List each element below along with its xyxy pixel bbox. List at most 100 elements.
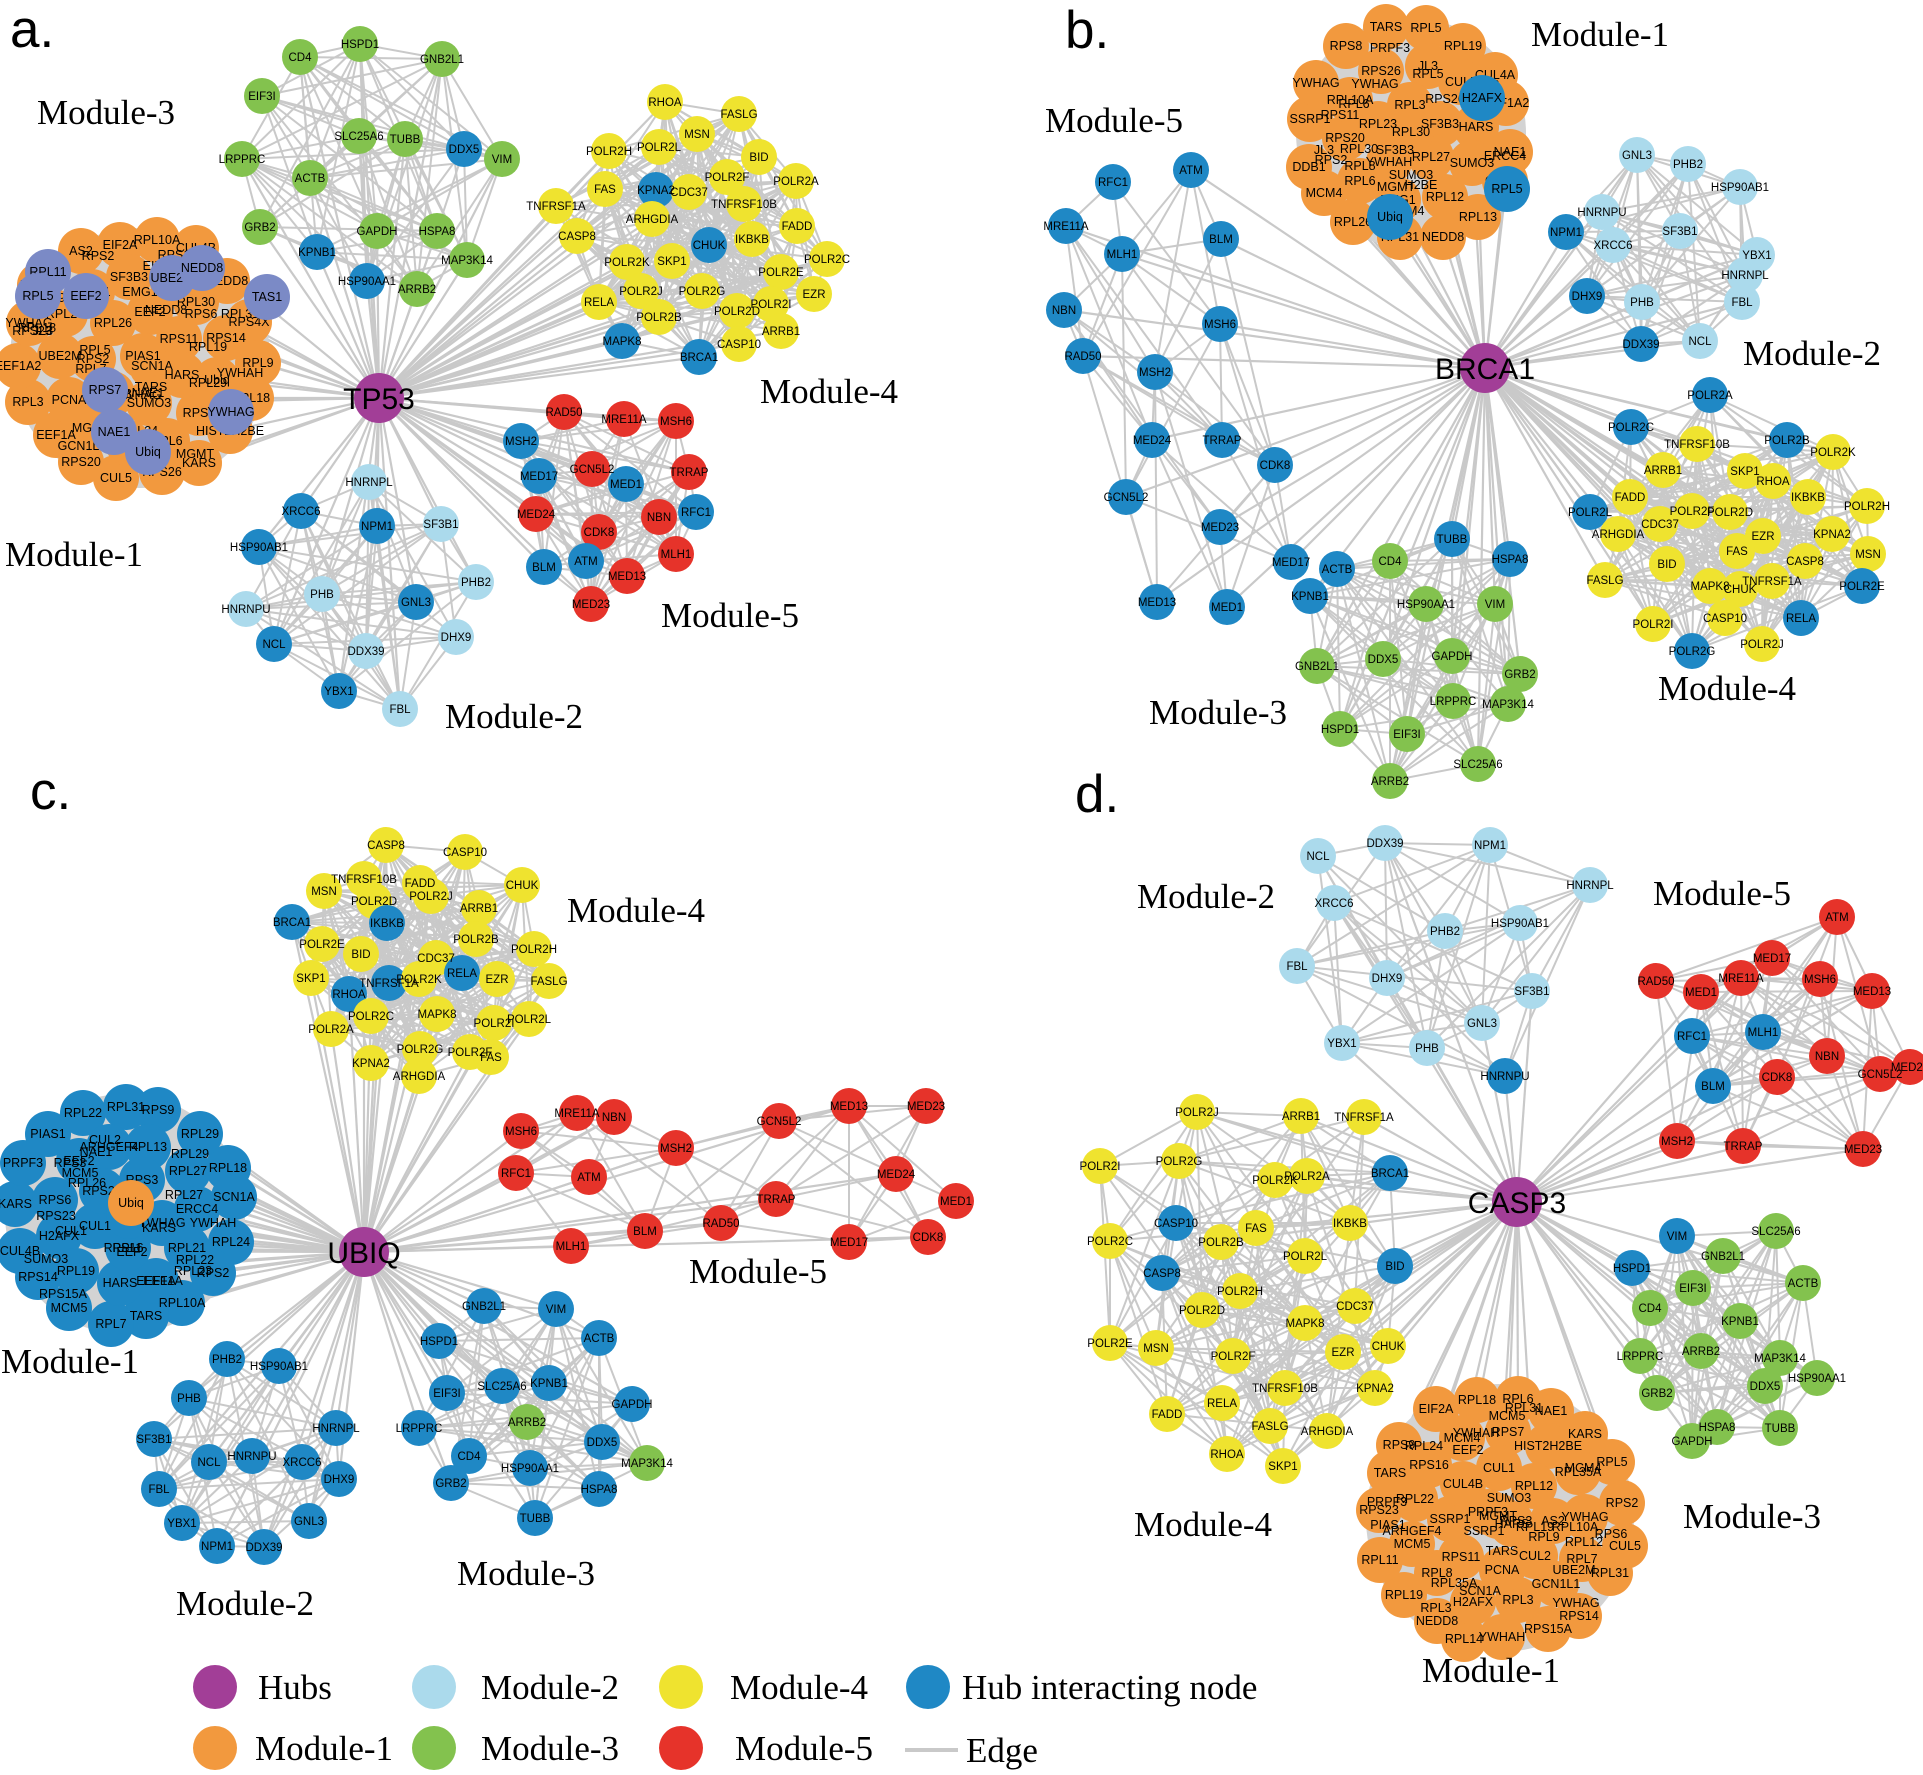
svg-text:NAE1: NAE1: [1494, 145, 1527, 159]
svg-text:DHX9: DHX9: [1572, 291, 1603, 303]
svg-text:TNFRSF1A: TNFRSF1A: [1742, 576, 1802, 588]
svg-text:POLR2D: POLR2D: [351, 896, 397, 908]
svg-text:KPNA2: KPNA2: [1356, 1383, 1394, 1395]
svg-text:NAE1: NAE1: [80, 1145, 113, 1159]
svg-text:MCM5: MCM5: [51, 1301, 88, 1315]
svg-text:RPS2: RPS2: [77, 352, 110, 366]
svg-text:RPL9: RPL9: [242, 356, 273, 370]
svg-text:POLR2L: POLR2L: [1283, 1251, 1328, 1263]
svg-text:POLR2L: POLR2L: [1568, 507, 1613, 519]
svg-text:Hub interacting node: Hub interacting node: [962, 1668, 1257, 1707]
svg-text:POLR2J: POLR2J: [1740, 639, 1783, 651]
svg-text:NEDD8: NEDD8: [181, 261, 223, 275]
svg-text:GNB2L1: GNB2L1: [420, 54, 464, 66]
svg-text:H2AFX: H2AFX: [39, 1229, 80, 1243]
svg-text:ARHGDIA: ARHGDIA: [626, 214, 679, 226]
svg-text:RPS11: RPS11: [160, 332, 199, 346]
svg-text:GAPDH: GAPDH: [357, 226, 398, 238]
svg-text:HIST2H2BE: HIST2H2BE: [1514, 1439, 1582, 1453]
svg-text:YBX1: YBX1: [1742, 250, 1771, 262]
svg-text:RPL26: RPL26: [1334, 215, 1372, 229]
svg-text:RPS6: RPS6: [1595, 1527, 1628, 1541]
svg-text:POLR2D: POLR2D: [1179, 1305, 1225, 1317]
svg-text:RPL3: RPL3: [12, 395, 43, 409]
svg-text:RPL5: RPL5: [1410, 21, 1441, 35]
svg-text:POLR2C: POLR2C: [804, 254, 850, 266]
svg-text:SSRP1: SSRP1: [1290, 112, 1331, 126]
svg-text:Module-5: Module-5: [1045, 101, 1183, 140]
svg-text:CASP10: CASP10: [1154, 1218, 1198, 1230]
svg-text:NPM1: NPM1: [361, 521, 393, 533]
svg-text:ATM: ATM: [1825, 912, 1848, 924]
svg-text:POLR2C: POLR2C: [1608, 422, 1654, 434]
svg-text:Module-4: Module-4: [567, 891, 705, 930]
svg-text:HARS: HARS: [103, 1276, 138, 1290]
svg-text:RFC1: RFC1: [501, 1168, 531, 1180]
svg-text:YWHAG: YWHAG: [1552, 1596, 1599, 1610]
svg-text:RPS6: RPS6: [39, 1193, 72, 1207]
svg-text:POLR2J: POLR2J: [619, 286, 662, 298]
svg-text:RPS2: RPS2: [197, 1266, 230, 1280]
svg-text:XRCC6: XRCC6: [282, 506, 321, 518]
svg-text:YBX1: YBX1: [167, 1518, 196, 1530]
svg-text:GAPDH: GAPDH: [1432, 651, 1473, 663]
svg-text:BID: BID: [1385, 1261, 1404, 1273]
svg-text:MRE11A: MRE11A: [1043, 221, 1088, 233]
svg-text:MED1: MED1: [610, 479, 642, 491]
svg-text:Edge: Edge: [966, 1731, 1038, 1770]
svg-text:CASP8: CASP8: [558, 231, 596, 243]
svg-text:HNRNPL: HNRNPL: [312, 1423, 360, 1435]
svg-text:MLH1: MLH1: [1107, 249, 1138, 261]
svg-text:CUL1: CUL1: [79, 1219, 111, 1233]
svg-text:BRCA1: BRCA1: [1371, 1168, 1409, 1180]
svg-text:SLC25A6: SLC25A6: [1453, 759, 1502, 771]
svg-text:MCM5: MCM5: [1394, 1537, 1431, 1551]
svg-text:RPL19: RPL19: [1385, 1588, 1423, 1602]
svg-text:POLR2I: POLR2I: [1633, 619, 1674, 631]
svg-text:MED24: MED24: [877, 1169, 916, 1181]
svg-text:GNB2L1: GNB2L1: [462, 1301, 506, 1313]
svg-text:KARS: KARS: [182, 456, 216, 470]
svg-text:HSP90AB1: HSP90AB1: [1491, 918, 1549, 930]
svg-text:FAS: FAS: [1726, 546, 1748, 558]
svg-text:RPS6: RPS6: [185, 307, 218, 321]
svg-text:EIF3I: EIF3I: [248, 91, 275, 103]
svg-text:JL3: JL3: [1314, 143, 1334, 157]
svg-text:HARS: HARS: [165, 368, 200, 382]
svg-text:HSPA8: HSPA8: [581, 1484, 618, 1496]
svg-text:POLR2D: POLR2D: [1707, 507, 1753, 519]
svg-text:SUMO3: SUMO3: [127, 396, 172, 410]
svg-text:DDB1: DDB1: [1292, 160, 1325, 174]
svg-text:RPL3: RPL3: [1502, 1593, 1533, 1607]
svg-text:CHUK: CHUK: [1372, 1341, 1405, 1353]
svg-text:RPL9: RPL9: [1528, 1530, 1559, 1544]
svg-text:HARS: HARS: [1459, 120, 1494, 134]
svg-text:ARRB2: ARRB2: [1682, 1346, 1720, 1358]
svg-text:EEF2: EEF2: [134, 305, 165, 319]
svg-text:Module-2: Module-2: [1137, 877, 1275, 916]
svg-text:GRB2: GRB2: [244, 222, 275, 234]
svg-text:VIM: VIM: [546, 1304, 566, 1316]
svg-text:GRB2: GRB2: [435, 1478, 466, 1490]
svg-text:MED13: MED13: [1853, 986, 1891, 998]
svg-text:RPL22: RPL22: [64, 1106, 102, 1120]
svg-text:RPL19: RPL19: [1444, 39, 1482, 53]
svg-text:POLR2A: POLR2A: [1687, 390, 1733, 402]
svg-text:RELA: RELA: [1786, 613, 1816, 625]
svg-text:SF3B1: SF3B1: [136, 1434, 171, 1446]
svg-text:SUMO3: SUMO3: [24, 1252, 69, 1266]
svg-text:SCN1A: SCN1A: [1459, 1584, 1501, 1598]
svg-text:MSH2: MSH2: [660, 1143, 692, 1155]
svg-text:MAPK8: MAPK8: [603, 336, 642, 348]
svg-text:FBL: FBL: [1286, 961, 1308, 973]
svg-text:RPL29: RPL29: [181, 1127, 219, 1141]
svg-text:DDX39: DDX39: [347, 646, 384, 658]
svg-text:HNRNPL: HNRNPL: [1566, 880, 1614, 892]
svg-text:NPM1: NPM1: [1550, 227, 1582, 239]
svg-text:POLR2K: POLR2K: [396, 974, 442, 986]
svg-text:RPL24: RPL24: [1405, 1439, 1443, 1453]
svg-text:HSP90AA1: HSP90AA1: [501, 1463, 559, 1475]
svg-text:RPS15A: RPS15A: [1524, 1622, 1573, 1636]
svg-text:HSP90AA1: HSP90AA1: [1788, 1373, 1846, 1385]
svg-text:FBL: FBL: [1731, 297, 1753, 309]
